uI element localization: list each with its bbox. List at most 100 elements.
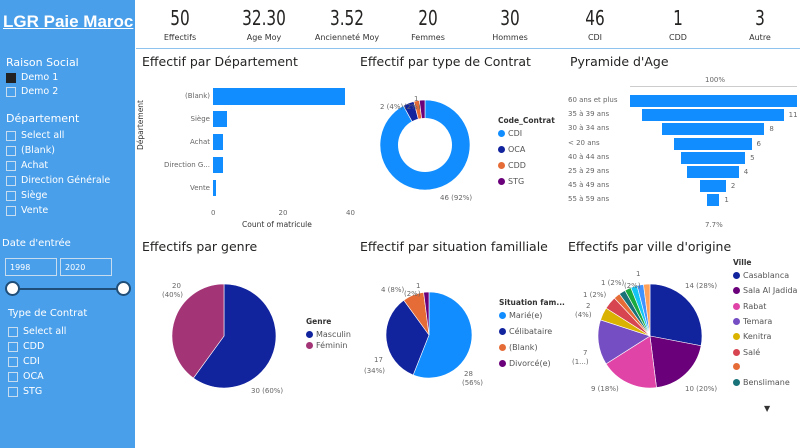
- legend-item[interactable]: Kenitra: [733, 332, 771, 341]
- legend-dot-icon: [498, 146, 505, 153]
- pie-slice[interactable]: [649, 335, 702, 388]
- funnel-bar[interactable]: [687, 166, 739, 178]
- checkbox-icon: [8, 356, 18, 367]
- pie-chart-genre: [172, 284, 276, 388]
- checkbox-departement[interactable]: Achat: [6, 160, 48, 171]
- kpi-card: 30 Hommes: [468, 6, 552, 42]
- funnel-bar[interactable]: [674, 137, 752, 150]
- legend-item[interactable]: Féminin: [306, 341, 347, 350]
- funnel-bar[interactable]: [680, 151, 746, 164]
- legend-item[interactable]: Casablanca: [733, 271, 789, 280]
- funnel-bar[interactable]: [629, 95, 797, 107]
- legend-dot-icon: [733, 362, 740, 370]
- pie-slice[interactable]: [423, 292, 430, 336]
- pie-slice[interactable]: [643, 284, 651, 337]
- data-label: (2%): [404, 290, 421, 298]
- checkbox-type-contrat[interactable]: STG: [8, 386, 42, 397]
- legend-item[interactable]: (Blank): [499, 343, 538, 352]
- checkbox-departement[interactable]: Vente: [6, 205, 48, 216]
- kpi-label: Effectifs: [163, 33, 197, 42]
- bar[interactable]: [213, 134, 224, 150]
- checkbox-icon: [6, 175, 16, 186]
- checkbox-departement[interactable]: Direction Générale: [6, 175, 110, 186]
- date-to-input[interactable]: 2020: [60, 258, 112, 276]
- checkbox-departement[interactable]: Siège: [6, 190, 47, 201]
- legend-label: Kenitra: [743, 332, 772, 342]
- x-axis-label: Count of matricule: [242, 220, 312, 229]
- pie-slice[interactable]: [172, 284, 225, 379]
- pie-slice[interactable]: [649, 284, 702, 347]
- bar[interactable]: [213, 180, 217, 196]
- checkbox-departement[interactable]: (Blank): [6, 145, 55, 156]
- data-label: 1: [636, 270, 641, 278]
- checkbox-demo-1[interactable]: Demo 1: [6, 72, 58, 83]
- data-label: 17: [374, 356, 383, 364]
- funnel-bar[interactable]: [661, 123, 765, 136]
- legend-item[interactable]: Masculin: [306, 330, 351, 339]
- date-from-input[interactable]: 1998: [5, 258, 57, 276]
- legend-item[interactable]: CDI: [498, 129, 522, 138]
- pie-slice[interactable]: [193, 284, 276, 388]
- bar[interactable]: [213, 88, 345, 105]
- legend-dot-icon: [498, 130, 505, 137]
- kpi-value: 3: [755, 6, 765, 30]
- slider-handle-end[interactable]: [116, 281, 131, 296]
- category-label: 45 à 49 ans: [568, 181, 610, 190]
- kpi-label: CDI: [587, 33, 603, 42]
- legend-item[interactable]: Benslimane: [733, 378, 790, 387]
- checkbox-label: OCA: [23, 371, 44, 382]
- pie-slice[interactable]: [386, 299, 430, 376]
- data-label: 7: [583, 349, 588, 357]
- legend-label: CDD: [508, 161, 526, 170]
- bar[interactable]: [213, 111, 227, 127]
- checkbox-type-contrat[interactable]: Select all: [8, 326, 66, 337]
- legend-item[interactable]: Célibataire: [499, 327, 552, 336]
- data-label: (34%): [364, 367, 386, 375]
- checkbox-type-contrat[interactable]: CDD: [8, 341, 44, 352]
- slider-handle-start[interactable]: [5, 281, 20, 296]
- checkbox-icon: [6, 130, 16, 141]
- legend-item[interactable]: STG: [498, 177, 524, 186]
- kpi-label: Autre: [749, 33, 771, 42]
- checkbox-demo-2[interactable]: Demo 2: [6, 86, 58, 97]
- data-label: 14 (28%): [685, 282, 718, 290]
- legend-label: OCA: [508, 145, 526, 154]
- legend-item[interactable]: Salé: [733, 348, 760, 357]
- funnel-bar[interactable]: [706, 194, 720, 207]
- legend-item[interactable]: CDD: [498, 161, 526, 170]
- pie-slice[interactable]: [605, 335, 657, 388]
- legend-label: Casablanca: [743, 271, 790, 280]
- legend-item[interactable]: Marié(e): [499, 311, 542, 320]
- data-label: 1 (2%): [583, 291, 607, 299]
- legend-scroll-down-icon[interactable]: ▼: [764, 404, 771, 413]
- chart-title: Effectifs par ville d'origine: [568, 239, 732, 254]
- legend-item[interactable]: [733, 362, 743, 370]
- legend-item[interactable]: OCA: [498, 145, 525, 154]
- legend-item[interactable]: Sala Al Jadida: [733, 286, 797, 295]
- kpi-value: 50: [170, 6, 190, 30]
- bar[interactable]: [213, 157, 224, 173]
- legend-item[interactable]: Divorcé(e): [499, 359, 551, 368]
- kpi-card: 50 Effectifs: [138, 6, 222, 42]
- checkbox-type-contrat[interactable]: OCA: [8, 371, 44, 382]
- data-label: 20: [172, 282, 181, 290]
- checkbox-type-contrat[interactable]: CDI: [8, 356, 40, 367]
- funnel-bar[interactable]: [700, 180, 726, 193]
- legend-item[interactable]: Temara: [733, 317, 772, 326]
- legend-dot-icon: [733, 302, 740, 310]
- data-label: (56%): [462, 379, 484, 387]
- legend-title: Ville: [733, 258, 752, 267]
- data-label: 1 (2%): [601, 279, 625, 287]
- legend-item[interactable]: Rabat: [733, 302, 766, 311]
- data-label: 30 (60%): [251, 387, 284, 395]
- funnel-bar[interactable]: [642, 109, 784, 122]
- legend-title: Genre: [306, 317, 332, 326]
- date-range-slider[interactable]: [12, 288, 124, 290]
- checkbox-departement[interactable]: Select all: [6, 130, 64, 141]
- category-label: 30 à 34 ans: [568, 124, 610, 133]
- checkbox-label: Direction Générale: [21, 175, 111, 186]
- legend-dot-icon: [733, 272, 740, 279]
- kpi-label: Hommes: [492, 33, 528, 42]
- chart-departement: Effectif par Département: [142, 54, 298, 69]
- pie-slice[interactable]: [412, 292, 472, 378]
